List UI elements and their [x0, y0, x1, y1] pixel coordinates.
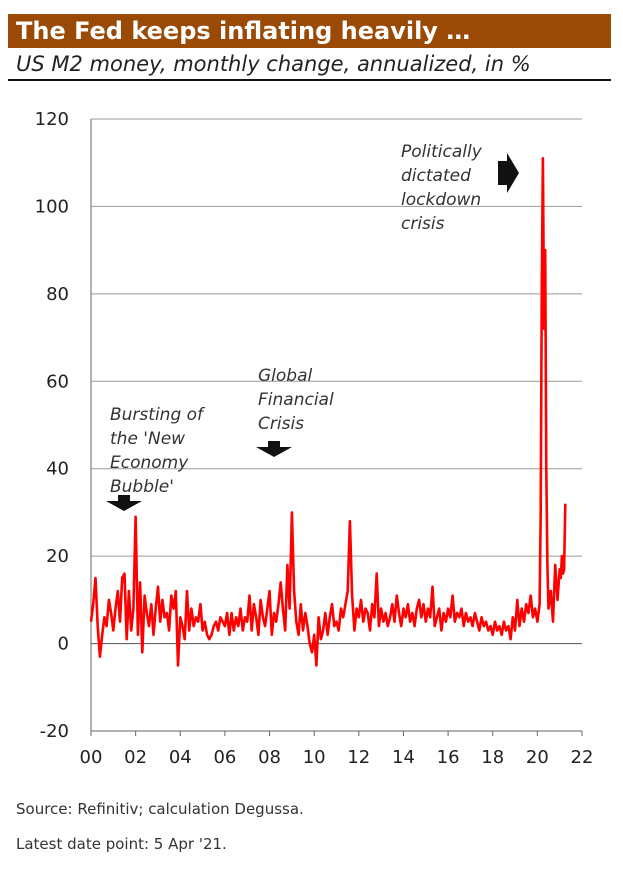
title-bar: The Fed keeps inflating heavily …	[8, 14, 611, 48]
chart: 120 100 80 60 40 20 0 -20 00 02 04 06 08 10 12 14 16 18 20…	[35, 109, 594, 768]
y-tick-label: 100	[35, 196, 69, 217]
y-tick-label: 40	[46, 459, 69, 480]
annotation-lockdown-text: lockdown	[401, 190, 481, 210]
x-tick-label: 00	[80, 747, 103, 768]
x-tick-label: 10	[303, 747, 326, 768]
source-note: Source: Refinitiv; calculation Degussa.	[16, 800, 304, 818]
series-line-0	[89, 157, 567, 667]
annotation-lockdown-text: dictated	[401, 166, 471, 186]
annotation-dotcom-text: Bursting of	[110, 405, 206, 425]
x-tick-label: 04	[169, 747, 192, 768]
arrow-right-icon	[498, 153, 519, 193]
annotation-dotcom-text: Bubble'	[110, 477, 174, 497]
annotation-gfc-text: Crisis	[258, 414, 304, 434]
x-tick-label: 20	[526, 747, 549, 768]
title-rule	[8, 79, 611, 81]
x-tick-label: 18	[481, 747, 504, 768]
chart-subtitle: US M2 money, monthly change, annualized,…	[16, 52, 531, 76]
x-tick-label: 08	[258, 747, 281, 768]
y-tick-label: 120	[35, 109, 69, 130]
annotation-dotcom-text: the 'New	[110, 429, 185, 449]
annotation-gfc-text: Financial	[258, 390, 334, 410]
arrow-down-icon	[106, 495, 142, 511]
chart-title: The Fed keeps inflating heavily …	[16, 17, 471, 45]
annotation-lockdown-text: crisis	[401, 214, 445, 234]
y-tick-label: 80	[46, 284, 69, 305]
annotation-dotcom-text: Economy	[110, 453, 189, 473]
x-tick-label: 02	[124, 747, 147, 768]
arrow-down-icon	[256, 441, 292, 457]
annotation-lockdown-text: Politically	[401, 142, 483, 162]
x-tick-label: 16	[437, 747, 460, 768]
latest-date-note: Latest date point: 5 Apr '21.	[16, 835, 227, 853]
x-tick-label: 12	[347, 747, 370, 768]
x-tick-label: 14	[392, 747, 415, 768]
x-tick-label: 22	[571, 747, 594, 768]
y-tick-label: 60	[46, 371, 69, 392]
annotation-gfc-text: Global	[258, 366, 313, 386]
x-tick-label: 06	[213, 747, 236, 768]
y-tick-label: 0	[58, 634, 69, 655]
y-tick-label: 20	[46, 546, 69, 567]
y-tick-label: -20	[40, 721, 69, 742]
